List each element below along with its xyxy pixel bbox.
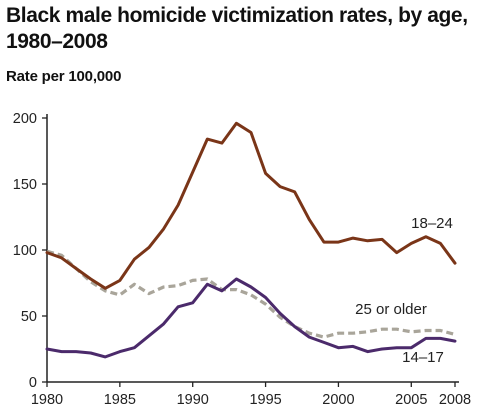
series-line-2	[45, 277, 457, 359]
series-line-0	[45, 121, 457, 290]
series-label-2: 14–17	[402, 349, 444, 366]
y-tick-label: 0	[29, 375, 37, 391]
x-tick-label: 1995	[249, 392, 281, 408]
x-tick-label: 1980	[31, 392, 63, 408]
x-tick-label: 2005	[395, 392, 427, 408]
x-tick-label: 2008	[439, 392, 471, 408]
chart-title: Black male homicide victimization rates,…	[6, 4, 468, 53]
y-tick-label: 200	[13, 111, 37, 127]
x-tick-label: 1985	[104, 392, 136, 408]
x-tick-label: 1990	[177, 392, 209, 408]
x-tick-label: 2000	[322, 392, 354, 408]
y-tick-label: 150	[13, 177, 37, 193]
series-label-0: 18–24	[411, 215, 453, 232]
y-axis-label: Rate per 100,000	[6, 68, 122, 85]
series-label-1: 25 or older	[355, 301, 427, 318]
y-tick-label: 50	[21, 309, 37, 325]
series-line-1	[46, 249, 456, 339]
y-tick-label: 100	[13, 243, 37, 259]
